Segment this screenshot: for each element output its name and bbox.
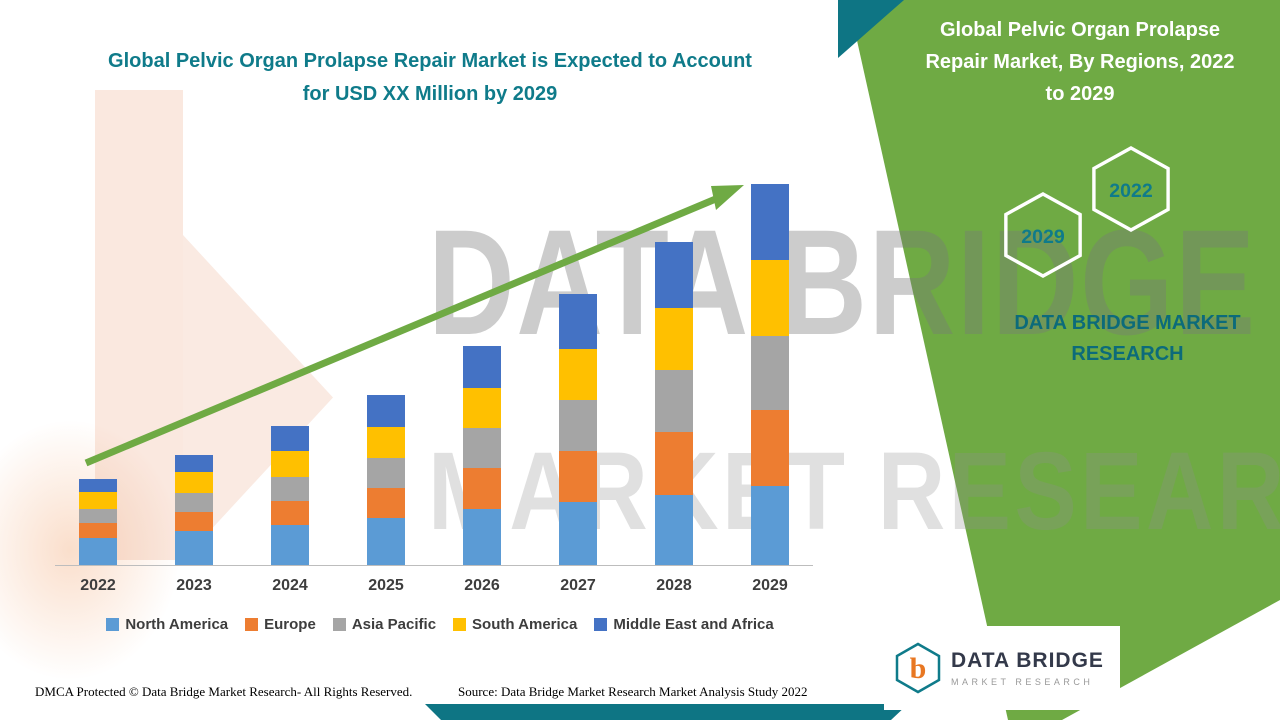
bar-2023 [175, 455, 213, 565]
legend-item-europe: Europe [245, 616, 316, 633]
logo-card: b DATA BRIDGE MARKET RESEARCH [884, 626, 1120, 710]
legend-swatch [332, 618, 346, 631]
x-axis-label-2024: 2024 [272, 577, 308, 594]
bar-segment-2024-middle-east-and-africa [271, 426, 309, 451]
bar-segment-2025-north-america [367, 518, 405, 565]
hexagon-2022-outline [1092, 146, 1170, 232]
bar-segment-2025-middle-east-and-africa [367, 395, 405, 427]
dmca-notice: DMCA Protected © Data Bridge Market Rese… [35, 684, 413, 699]
legend-item-south-america: South America [453, 616, 577, 633]
x-axis-line [55, 565, 813, 566]
bar-segment-2022-north-america [79, 538, 117, 565]
bar-segment-2022-asia-pacific [79, 509, 117, 523]
bar-segment-2025-south-america [367, 427, 405, 458]
legend-swatch [106, 618, 120, 631]
bar-segment-2027-south-america [559, 349, 597, 400]
bar-2024 [271, 426, 309, 565]
bar-segment-2026-middle-east-and-africa [463, 346, 501, 388]
hexagon-2022: 2022 [1092, 146, 1170, 232]
legend-label: Europe [264, 616, 316, 633]
logo-name: DATA BRIDGE [951, 649, 1104, 672]
legend-label: Asia Pacific [351, 616, 437, 633]
right-panel-title: Global Pelvic Organ Prolapse Repair Mark… [925, 19, 1235, 105]
legend-swatch [594, 618, 608, 631]
x-axis-label-2023: 2023 [176, 577, 212, 594]
legend-item-asia-pacific: Asia Pacific [332, 616, 437, 633]
x-axis-label-2022: 2022 [80, 577, 116, 594]
x-axis-label-2026: 2026 [464, 577, 500, 594]
bar-segment-2025-europe [367, 488, 405, 518]
x-axis-label-2029: 2029 [752, 577, 788, 594]
bar-segment-2026-asia-pacific [463, 428, 501, 468]
bar-2027 [559, 294, 597, 565]
legend-swatch [245, 618, 259, 631]
plot-area [60, 150, 820, 565]
bar-segment-2022-europe [79, 523, 117, 538]
bar-segment-2027-europe [559, 451, 597, 502]
bar-segment-2028-middle-east-and-africa [655, 242, 693, 308]
x-axis-labels: 2022 2023 2024 2025 2026 2027 2028 2029 [60, 577, 820, 601]
bar-segment-2023-asia-pacific [175, 493, 213, 512]
hexagon-2022-label: 2022 [1109, 180, 1153, 202]
bar-segment-2029-middle-east-and-africa [751, 184, 789, 260]
bar-segment-2027-middle-east-and-africa [559, 294, 597, 349]
green-panel-shape [848, 0, 1280, 720]
legend-label: North America [125, 616, 229, 633]
bar-segment-2025-asia-pacific [367, 458, 405, 488]
bar-segment-2028-south-america [655, 308, 693, 370]
bar-segment-2023-south-america [175, 472, 213, 493]
hexagon-2029: 2029 [1004, 192, 1082, 278]
bar-segment-2023-europe [175, 512, 213, 531]
source-note: Source: Data Bridge Market Research Mark… [458, 684, 808, 699]
bar-segment-2028-europe [655, 432, 693, 495]
bar-segment-2026-europe [463, 468, 501, 509]
hexagon-2029-outline [1004, 192, 1082, 278]
logo-subtitle: MARKET RESEARCH [951, 677, 1094, 687]
bar-segment-2026-north-america [463, 509, 501, 565]
logo-words: DATA BRIDGE MARKET RESEARCH [951, 649, 1104, 687]
legend-swatch [453, 618, 467, 631]
legend-item-north-america: North America [106, 616, 228, 633]
bar-2025 [367, 395, 405, 565]
svg-text:b: b [910, 652, 927, 685]
bar-2022 [79, 479, 117, 565]
bar-segment-2022-middle-east-and-africa [79, 479, 117, 492]
bar-segment-2023-north-america [175, 531, 213, 565]
teal-bottom-strip [425, 704, 908, 720]
data-bridge-logo-icon: b [895, 642, 941, 694]
bar-2026 [463, 346, 501, 565]
legend-item-middle-east-and-africa: Middle East and Africa [594, 616, 774, 633]
bar-segment-2027-north-america [559, 502, 597, 565]
bar-segment-2022-south-america [79, 492, 117, 509]
legend: North America Europe Asia Pacific South Ame… [55, 616, 825, 633]
bar-segment-2027-asia-pacific [559, 400, 597, 451]
brand-text: DATA BRIDGE MARKET RESEARCH [1014, 312, 1241, 365]
bar-segment-2029-south-america [751, 260, 789, 336]
x-axis-label-2028: 2028 [656, 577, 692, 594]
bar-2028 [655, 242, 693, 565]
bar-segment-2024-europe [271, 501, 309, 525]
hexagon-2029-label: 2029 [1021, 226, 1065, 248]
x-axis-label-2027: 2027 [560, 577, 596, 594]
chart-title: Global Pelvic Organ Prolapse Repair Mark… [108, 50, 752, 105]
x-axis-label-2025: 2025 [368, 577, 404, 594]
bar-segment-2026-south-america [463, 388, 501, 428]
teal-corner-triangle [838, 0, 904, 58]
bar-segment-2024-south-america [271, 451, 309, 477]
bar-segment-2024-north-america [271, 525, 309, 565]
bar-segment-2023-middle-east-and-africa [175, 455, 213, 472]
bar-segment-2029-asia-pacific [751, 336, 789, 410]
bar-segment-2024-asia-pacific [271, 477, 309, 501]
legend-label: South America [472, 616, 578, 633]
bar-segment-2028-asia-pacific [655, 370, 693, 432]
bar-segment-2029-north-america [751, 486, 789, 565]
legend-label: Middle East and Africa [613, 616, 774, 633]
bar-segment-2028-north-america [655, 495, 693, 565]
bar-2029 [751, 184, 789, 565]
bar-segment-2029-europe [751, 410, 789, 486]
